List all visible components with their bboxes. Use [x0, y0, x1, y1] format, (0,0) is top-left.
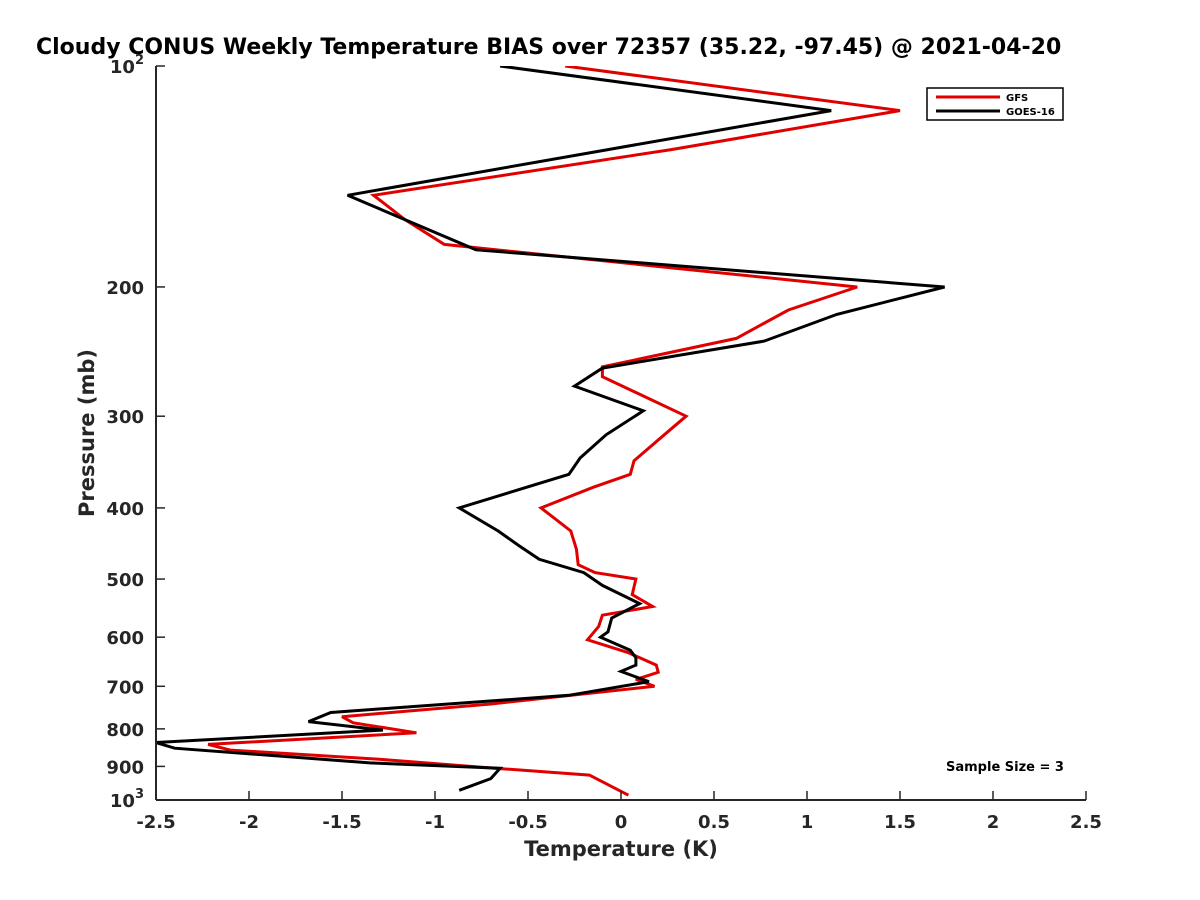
y-tick-base: 10 [110, 791, 135, 812]
x-tick-label: 0.5 [698, 812, 730, 833]
legend-label: GOES-16 [1006, 107, 1055, 118]
y-tick-label: 103 [110, 787, 144, 812]
y-tick-label: 700 [106, 677, 144, 698]
x-tick-label: -0.5 [508, 812, 547, 833]
y-axis-label: Pressure (mb) [75, 349, 99, 517]
y-tick-label: 600 [106, 628, 144, 649]
legend: GFS GOES-16 [926, 87, 1064, 121]
x-axis-ticks: -2.5 -2 -1.5 -1 -0.5 0 0.5 1 1.5 2 2.5 [136, 791, 1102, 833]
y-tick-label: 800 [106, 720, 144, 741]
x-tick-label: -2.5 [136, 812, 175, 833]
x-tick-label: -1 [425, 812, 445, 833]
x-axis-label: Temperature (K) [524, 837, 718, 861]
y-tick-label: 500 [106, 570, 144, 591]
legend-label: GFS [1006, 93, 1028, 104]
sample-size-annotation: Sample Size = 3 [946, 760, 1064, 775]
x-tick-label: 1 [801, 812, 814, 833]
y-tick-label: 102 [110, 53, 144, 78]
x-tick-label: -2 [239, 812, 259, 833]
y-tick-label: 300 [106, 407, 144, 428]
chart-title: Cloudy CONUS Weekly Temperature BIAS ove… [36, 35, 1061, 60]
y-tick-label: 200 [106, 278, 144, 299]
y-tick-base: 10 [110, 57, 135, 78]
series-line-goes-16 [156, 66, 945, 792]
legend-box [926, 87, 1064, 121]
x-tick-label: -1.5 [322, 812, 361, 833]
y-tick-exponent: 2 [135, 53, 144, 68]
y-tick-label: 400 [106, 499, 144, 520]
x-tick-label: 0 [615, 812, 628, 833]
series-line-gfs [207, 66, 901, 797]
legend-items: GFS GOES-16 [936, 93, 1055, 118]
x-tick-label: 2.5 [1070, 812, 1102, 833]
series-layer [156, 66, 945, 797]
y-tick-exponent: 3 [135, 787, 144, 802]
x-tick-label: 2 [987, 812, 1000, 833]
plot-area: -2.5 -2 -1.5 -1 -0.5 0 0.5 1 1.5 2 2.5 10220030040… [106, 53, 1102, 833]
y-tick-label: 900 [106, 757, 144, 778]
x-tick-label: 1.5 [884, 812, 916, 833]
